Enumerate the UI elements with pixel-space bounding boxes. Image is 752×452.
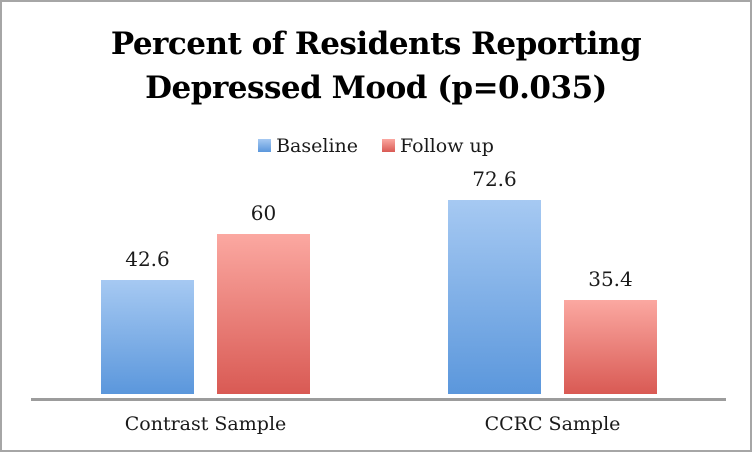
legend-item-baseline: Baseline: [258, 135, 358, 157]
value-label-baseline: 72.6: [472, 167, 517, 192]
bar-wrap-baseline: 72.6: [448, 167, 541, 394]
legend-swatch-follow-up: [382, 138, 396, 152]
legend-item-follow-up: Follow up: [382, 135, 494, 157]
legend-label-baseline: Baseline: [276, 135, 359, 157]
bar-follow-up: [564, 299, 657, 394]
chart-title-line1: Percent of Residents Reporting: [110, 26, 642, 62]
bar-group-contrast-sample: 42.6 60: [32, 201, 379, 394]
x-axis-line: [31, 398, 726, 401]
bar-wrap-follow-up: 35.4: [564, 267, 657, 394]
bar-wrap-baseline: 42.6: [101, 247, 194, 394]
category-label-ccrc-sample: CCRC Sample: [484, 413, 621, 435]
value-label-follow-up: 60: [250, 201, 277, 225]
legend-label-follow-up: Follow up: [400, 135, 494, 157]
category-label-contrast-sample: Contrast Sample: [124, 413, 287, 435]
legend: Baseline Follow up: [2, 135, 750, 157]
chart-title: Percent of Residents Reporting Depressed…: [2, 22, 750, 110]
plot-area: 42.6 60 72.6 35.4: [32, 167, 726, 394]
legend-swatch-baseline: [258, 138, 272, 152]
bar-group-ccrc-sample: 72.6 35.4: [379, 167, 726, 394]
bar-baseline: [101, 280, 194, 394]
value-label-follow-up: 35.4: [588, 266, 633, 291]
value-label-baseline: 42.6: [125, 247, 170, 272]
bar-follow-up: [217, 234, 310, 394]
bar-wrap-follow-up: 60: [217, 201, 310, 394]
bar-baseline: [448, 200, 541, 394]
category-axis: Contrast Sample CCRC Sample: [32, 411, 726, 437]
chart-title-line2: Depressed Mood (p=0.035): [145, 70, 607, 106]
